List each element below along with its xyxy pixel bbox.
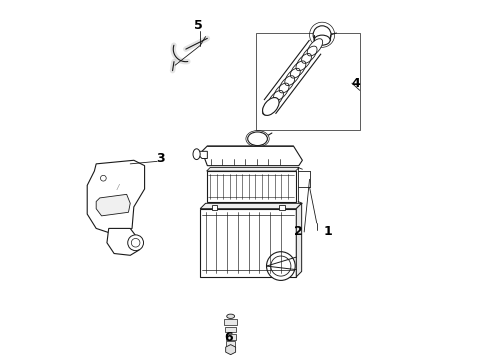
Polygon shape <box>207 167 299 171</box>
Polygon shape <box>226 345 236 355</box>
Ellipse shape <box>193 149 200 159</box>
Polygon shape <box>96 194 130 216</box>
Polygon shape <box>207 171 295 202</box>
Ellipse shape <box>263 98 279 116</box>
Circle shape <box>131 238 140 247</box>
Polygon shape <box>107 228 139 255</box>
Polygon shape <box>296 203 302 277</box>
Circle shape <box>267 252 295 280</box>
Bar <box>279 205 285 211</box>
Ellipse shape <box>314 35 330 45</box>
Text: 5: 5 <box>194 19 203 32</box>
Polygon shape <box>196 151 207 158</box>
Ellipse shape <box>227 314 235 319</box>
Polygon shape <box>87 160 145 235</box>
Ellipse shape <box>307 39 322 56</box>
Ellipse shape <box>262 98 278 115</box>
Text: 6: 6 <box>224 331 233 344</box>
Text: 4: 4 <box>352 77 361 90</box>
Circle shape <box>271 256 291 276</box>
Bar <box>224 319 237 325</box>
Circle shape <box>100 175 106 181</box>
Bar <box>256 33 360 130</box>
Circle shape <box>313 26 331 44</box>
Bar <box>226 341 235 347</box>
Polygon shape <box>202 146 302 166</box>
Bar <box>212 205 218 211</box>
Text: 2: 2 <box>294 225 302 238</box>
Circle shape <box>128 235 144 251</box>
Polygon shape <box>200 203 302 209</box>
Ellipse shape <box>247 132 268 145</box>
Text: 3: 3 <box>156 152 165 165</box>
Bar <box>225 334 236 339</box>
Text: /: / <box>117 184 119 190</box>
Bar <box>225 327 236 332</box>
Polygon shape <box>200 209 296 277</box>
Text: 1: 1 <box>324 225 333 238</box>
